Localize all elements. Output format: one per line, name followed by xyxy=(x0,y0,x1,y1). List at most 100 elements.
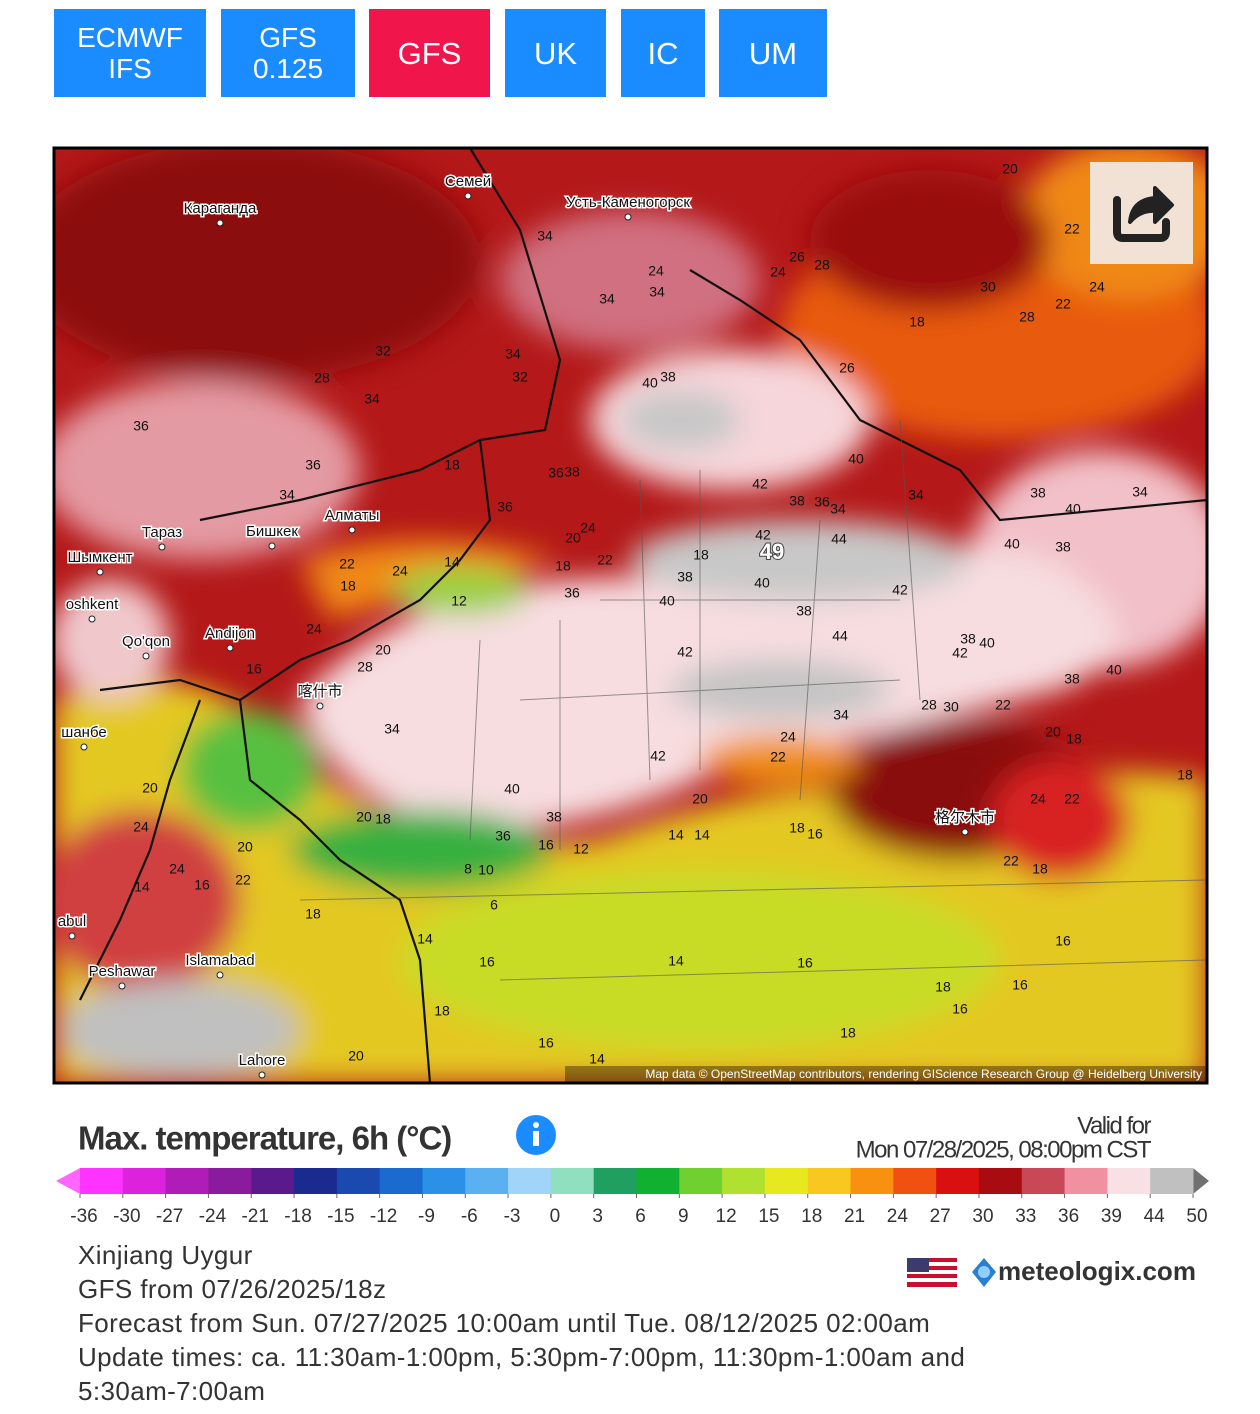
scale-tick-label: 44 xyxy=(1144,1206,1166,1227)
forecast-range: Forecast from Sun. 07/27/2025 10:00am un… xyxy=(78,1308,931,1338)
temperature-label: 18 xyxy=(375,811,391,827)
temperature-label: 36 xyxy=(305,457,321,473)
temperature-label: 38 xyxy=(546,809,562,825)
temperature-label: 14 xyxy=(444,554,460,570)
scale-segment xyxy=(294,1168,338,1194)
temperature-label: 42 xyxy=(752,476,768,492)
model-tab[interactable]: UK xyxy=(505,9,606,97)
scale-tick-label: -27 xyxy=(156,1206,183,1227)
temperature-label: 10 xyxy=(478,862,494,878)
temperature-label: 24 xyxy=(580,520,596,536)
city-dot xyxy=(216,971,224,979)
city-dot xyxy=(88,615,96,623)
scale-segment xyxy=(465,1168,509,1194)
temperature-label: 18 xyxy=(1066,731,1082,747)
city-dot xyxy=(316,702,324,710)
scale-tick-label: 12 xyxy=(716,1206,737,1227)
scale-tick-label: -15 xyxy=(327,1206,354,1227)
temperature-label: 42 xyxy=(755,527,771,543)
scale-tick-label: -3 xyxy=(504,1206,521,1227)
temperature-label: 26 xyxy=(789,249,805,265)
map: Семей Караганда Усть-Каменогорск Тараз Бишке… xyxy=(54,148,1207,1083)
city-label: oshkent xyxy=(66,596,119,613)
map-attribution: Map data © OpenStreetMap contributors, r… xyxy=(645,1067,1202,1081)
borders xyxy=(79,148,1207,1083)
scale-tick-label: 0 xyxy=(550,1206,561,1227)
scale-tick-label: 21 xyxy=(844,1206,865,1227)
model-tab[interactable]: GFS xyxy=(369,9,490,97)
color-scale: -36 -30 -27 -24 -21 -18 -15 -12 -9 -6 -3 0 3 6 9 12 15 18… xyxy=(56,1168,1209,1227)
scale-segment xyxy=(208,1168,252,1194)
share-button[interactable] xyxy=(1090,162,1193,264)
temperature-label: 18 xyxy=(1032,861,1048,877)
scale-tick-label: 36 xyxy=(1058,1206,1079,1227)
temperature-label: 20 xyxy=(692,791,708,807)
city-dot xyxy=(624,213,632,221)
temperature-label: 22 xyxy=(235,872,251,888)
temperature-label: 26 xyxy=(839,360,855,376)
city-dot xyxy=(464,192,472,200)
city-dot xyxy=(158,543,166,551)
temperature-label: 42 xyxy=(952,645,968,661)
scale-tick-label: -36 xyxy=(70,1206,97,1227)
temperature-label: 20 xyxy=(356,809,372,825)
legend-title: Max. temperature, 6h (°C) xyxy=(78,1120,451,1157)
scale-segment xyxy=(379,1168,423,1194)
scale-segment xyxy=(1021,1168,1066,1194)
temperature-label: 16 xyxy=(246,661,262,677)
scale-tick-label: 15 xyxy=(758,1206,779,1227)
scale-tick-label: -9 xyxy=(418,1206,435,1227)
temperature-label: 36 xyxy=(497,499,513,515)
temperature-label: 40 xyxy=(848,451,864,467)
temperature-label: 18 xyxy=(444,457,460,473)
temperature-label: 14 xyxy=(417,931,433,947)
temperature-label: 34 xyxy=(384,721,400,737)
temperature-label: 38 xyxy=(796,603,812,619)
temperature-label: 22 xyxy=(770,749,786,765)
scale-tick-label: 6 xyxy=(635,1206,646,1227)
scale-segment xyxy=(251,1168,295,1194)
scale-tick-label: 39 xyxy=(1101,1206,1122,1227)
temperature-label: 42 xyxy=(677,644,693,660)
temperature-label: 30 xyxy=(980,279,996,295)
scale-segment xyxy=(978,1168,1023,1194)
scale-segment xyxy=(422,1168,466,1194)
temperature-label: 38 xyxy=(1064,671,1080,687)
update-times: Update times: ca. 11:30am-1:00pm, 5:30pm… xyxy=(78,1342,966,1406)
model-tab[interactable]: IC xyxy=(621,9,705,97)
temperature-label: 42 xyxy=(650,748,666,764)
temperature-label: 24 xyxy=(1030,791,1046,807)
temperature-label: 18 xyxy=(1177,767,1193,783)
temperature-label: 34 xyxy=(830,501,846,517)
scale-segment xyxy=(122,1168,167,1194)
scale-segment xyxy=(1150,1168,1194,1194)
valid-label: Valid for xyxy=(1077,1112,1151,1139)
scale-tick-label: -21 xyxy=(241,1206,268,1227)
temperature-label: 20 xyxy=(348,1048,364,1064)
temperature-label: 18 xyxy=(340,578,356,594)
model-tab[interactable]: ECMWF IFS xyxy=(54,9,206,97)
city-label: шанбе xyxy=(61,724,106,741)
model-tab[interactable]: GFS 0.125 xyxy=(221,9,355,97)
city-dot xyxy=(226,644,234,652)
model-run: GFS from 07/26/2025/18z xyxy=(78,1274,387,1304)
temperature-label: 40 xyxy=(979,635,995,651)
temperature-label: 28 xyxy=(314,370,330,386)
temperature-label: 34 xyxy=(1132,484,1148,500)
scale-segment xyxy=(764,1168,809,1194)
temperature-label: 36 xyxy=(133,418,149,434)
temperature-label: 28 xyxy=(814,257,830,273)
info-text: Xinjiang Uygur GFS from 07/26/2025/18z F… xyxy=(78,1238,1068,1408)
scale-segment xyxy=(165,1168,209,1194)
model-tab[interactable]: UM xyxy=(719,9,827,97)
temperature-label: 16 xyxy=(807,826,823,842)
temperature-label: 16 xyxy=(1012,977,1028,993)
us-flag xyxy=(907,1258,957,1287)
temperature-label: 40 xyxy=(504,781,520,797)
temperature-label: 34 xyxy=(649,284,665,300)
temperature-label: 34 xyxy=(537,228,553,244)
temperature-label: 20 xyxy=(1002,161,1018,177)
info-button[interactable] xyxy=(516,1115,556,1155)
temperature-label: 20 xyxy=(237,839,253,855)
temperature-label: 18 xyxy=(555,558,571,574)
